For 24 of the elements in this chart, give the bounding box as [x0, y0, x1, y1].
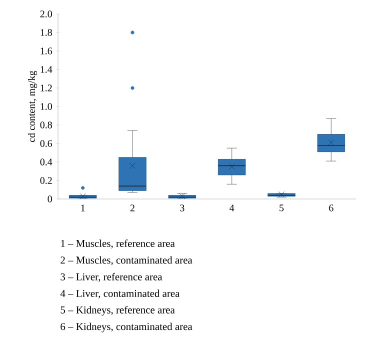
x-tick-label: 6 [329, 204, 334, 212]
y-tick-label: 1.0 [40, 103, 52, 110]
text: 6 – Kidneys, contaminated area [60, 322, 192, 332]
text: 3 – Liver, reference area [60, 272, 162, 282]
y-axis-title: cd content, mg/kg [28, 70, 38, 142]
y-tick-label: 1.4 [40, 66, 52, 73]
y-tick-label: 0.8 [40, 122, 52, 128]
y-tick-label: 0.6 [40, 140, 52, 147]
text: 2 – Muscles, contaminated area [60, 256, 192, 266]
x-tick-label: 2 [130, 204, 134, 212]
text: 1 – Muscles, reference area [61, 240, 175, 248]
x-tick-label: 5 [280, 204, 284, 212]
y-tick-label: 1.2 [40, 84, 52, 92]
y-tick-label: 1.6 [40, 48, 52, 54]
y-tick-label: 0.4 [40, 158, 52, 166]
y-tick-label: 1.8 [40, 29, 52, 36]
text: 5 – Kidneys, reference area [60, 306, 175, 316]
y-tick-label: 2.0 [40, 10, 52, 18]
x-tick-label: 4 [230, 204, 234, 212]
y-tick-label: 0.2 [40, 177, 52, 184]
x-tick-label: 1 [81, 204, 85, 212]
text: 4 – Liver, contaminated area [60, 290, 180, 299]
x-tick-label: 3 [180, 204, 184, 212]
y-tick-label: 0 [48, 196, 52, 202]
